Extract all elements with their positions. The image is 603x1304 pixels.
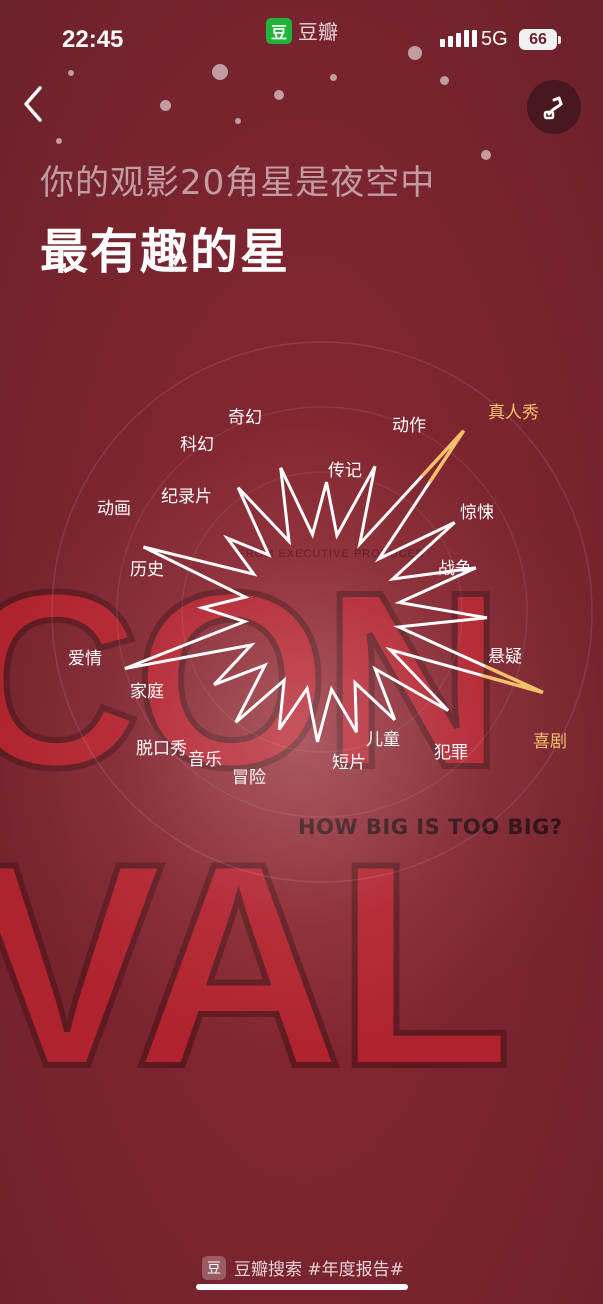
genre-label: 惊悚 [460, 503, 494, 523]
sky-dot [160, 100, 171, 111]
genre-label: 冒险 [232, 768, 266, 788]
status-time: 22:45 [62, 26, 124, 53]
sky-dot [440, 76, 449, 85]
footer-watermark: 豆 豆瓣搜索 #年度报告# [202, 1255, 404, 1280]
genre-label: 爱情 [68, 649, 102, 669]
genre-label: 家庭 [130, 682, 164, 702]
genre-label: 传记 [328, 461, 362, 481]
background-word-val: VAL [0, 803, 515, 1127]
genre-label: 动画 [97, 499, 131, 519]
sky-dot [235, 118, 241, 124]
sky-dot [330, 74, 337, 81]
signal-icon [440, 30, 477, 47]
genre-label: 喜剧 [533, 732, 567, 752]
home-indicator[interactable] [196, 1284, 408, 1290]
sky-dot [274, 90, 284, 100]
network-type: 5G [481, 28, 508, 50]
page-title: 最有趣的星 [40, 224, 291, 280]
status-app-name: 豆瓣 [298, 20, 338, 44]
background-rings [51, 341, 593, 883]
sky-dot [212, 64, 228, 80]
genre-label: 悬疑 [488, 647, 522, 667]
background-word-con: CON [0, 540, 507, 819]
share-icon [543, 96, 563, 120]
battery-tip [558, 36, 561, 44]
genre-label: 音乐 [188, 750, 222, 770]
genre-label: 科幻 [180, 435, 214, 455]
genre-star-outline [124, 429, 544, 743]
background-faint-text: FROM EXECUTIVE PRODUCER [238, 548, 425, 560]
highlight-star-tips [420, 429, 544, 695]
genre-label: 历史 [130, 560, 164, 580]
sky-dot [56, 138, 62, 144]
poster-tagline: HOW BIG IS TOO BIG? [298, 815, 563, 839]
sky-dot [408, 46, 422, 60]
genre-label: 脱口秀 [136, 739, 187, 759]
genre-label: 犯罪 [434, 743, 468, 763]
share-button[interactable] [527, 80, 581, 134]
footer-text: 豆瓣搜索 #年度报告# [234, 1260, 404, 1280]
genre-label: 真人秀 [488, 403, 539, 423]
battery-icon: 66 [519, 29, 557, 50]
douban-app-icon: 豆 [266, 17, 292, 44]
page-subtitle: 你的观影20角星是夜空中 [40, 163, 436, 203]
sky-dot [68, 70, 74, 76]
genre-label: 短片 [332, 753, 366, 773]
chevron-left-icon [24, 86, 42, 122]
genre-label: 动作 [392, 416, 426, 436]
sky-dot [481, 150, 491, 160]
genre-label: 战争 [438, 559, 472, 579]
genre-label: 纪录片 [161, 487, 212, 507]
status-app-indicator: 豆 豆瓣 [266, 16, 338, 45]
back-button[interactable] [18, 84, 52, 124]
genre-label: 奇幻 [228, 408, 262, 428]
douban-logo-icon: 豆 [202, 1255, 226, 1280]
genre-label: 儿童 [366, 730, 400, 750]
